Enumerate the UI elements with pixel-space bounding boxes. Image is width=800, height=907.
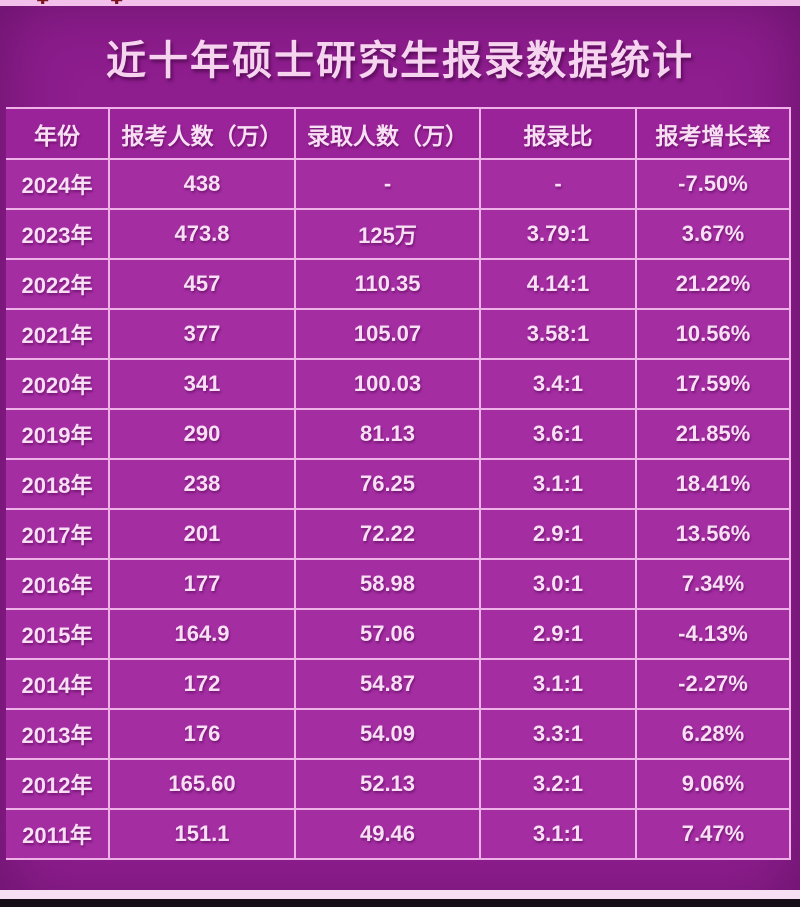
cell-ratio: 3.4:1	[479, 358, 637, 410]
cell-applicants: 238	[108, 458, 296, 510]
cell-year: 2012年	[6, 758, 110, 810]
cell-year: 2019年	[6, 408, 110, 460]
cell-ratio: 3.0:1	[479, 558, 637, 610]
cell-admitted: 54.87	[294, 658, 481, 710]
cell-growth: 13.56%	[635, 508, 791, 560]
table-row-2013: 2013年 176 54.09 3.3:1 6.28%	[6, 708, 791, 760]
cell-growth: 9.06%	[635, 758, 791, 810]
cell-admitted: 76.25	[294, 458, 481, 510]
cell-ratio: 3.1:1	[479, 658, 637, 710]
cell-growth: 21.85%	[635, 408, 791, 460]
cell-year: 2011年	[6, 808, 110, 860]
cell-ratio: 3.2:1	[479, 758, 637, 810]
cell-growth: 21.22%	[635, 258, 791, 310]
cell-applicants: 201	[108, 508, 296, 560]
cell-applicants: 457	[108, 258, 296, 310]
cell-applicants: 176	[108, 708, 296, 760]
cell-year: 2020年	[6, 358, 110, 410]
cell-growth: 6.28%	[635, 708, 791, 760]
bottom-border-strip	[0, 890, 800, 899]
table-row-2019: 2019年 290 81.13 3.6:1 21.85%	[6, 408, 791, 460]
cell-applicants: 172	[108, 658, 296, 710]
cell-ratio: 3.1:1	[479, 808, 637, 860]
table-header-row: 年份 报考人数（万） 录取人数（万） 报录比 报考增长率	[6, 107, 791, 160]
cell-applicants: 473.8	[108, 208, 296, 260]
table-row-2014: 2014年 172 54.87 3.1:1 -2.27%	[6, 658, 791, 710]
cell-year: 2017年	[6, 508, 110, 560]
cell-year: 2023年	[6, 208, 110, 260]
cell-year: 2016年	[6, 558, 110, 610]
cell-ratio: 3.58:1	[479, 308, 637, 360]
cell-admitted: 125万	[294, 208, 481, 260]
cell-growth: -4.13%	[635, 608, 791, 660]
cell-admitted: 58.98	[294, 558, 481, 610]
cell-applicants: 164.9	[108, 608, 296, 660]
cell-applicants: 151.1	[108, 808, 296, 860]
top-border-strip	[0, 0, 800, 6]
table-row-2018: 2018年 238 76.25 3.1:1 18.41%	[6, 458, 791, 510]
table-row-2024: 2024年 438- - -7.50%	[6, 158, 791, 210]
page-title: 近十年硕士研究生报录数据统计	[106, 38, 694, 83]
cell-admitted: 81.13	[294, 408, 481, 460]
stats-table-wrap: 年份 报考人数（万） 录取人数（万） 报录比 报考增长率 2024年 438- - -7.50…	[6, 107, 791, 860]
cell-ratio: 2.9:1	[479, 508, 637, 560]
header-cell-col2: 录取人数（万）	[294, 107, 481, 160]
table-row-2021: 2021年 377 105.07 3.58:1 10.56%	[6, 308, 791, 360]
cell-applicants: 438	[108, 158, 296, 210]
cell-year: 2014年	[6, 658, 110, 710]
cell-growth: -2.27%	[635, 658, 791, 710]
cell-year: 2015年	[6, 608, 110, 660]
table-row-2015: 2015年 164.9 57.06 2.9:1 -4.13%	[6, 608, 791, 660]
cell-applicants: 341	[108, 358, 296, 410]
cell-ratio: 2.9:1	[479, 608, 637, 660]
cell-growth: 7.34%	[635, 558, 791, 610]
table-row-2017: 2017年 201 72.22 2.9:1 13.56%	[6, 508, 791, 560]
cell-growth: 3.67%	[635, 208, 791, 260]
cell-admitted: 100.03	[294, 358, 481, 410]
header-cell-col0: 年份	[6, 107, 110, 160]
cell-admitted: 49.46	[294, 808, 481, 860]
cell-year: 2021年	[6, 308, 110, 360]
cell-applicants: 290	[108, 408, 296, 460]
cell-applicants: 165.60	[108, 758, 296, 810]
cell-year: 2013年	[6, 708, 110, 760]
header-cell-col1: 报考人数（万）	[108, 107, 296, 160]
cell-applicants: 177	[108, 558, 296, 610]
table-row-2011: 2011年 151.1 49.46 3.1:1 7.47%	[6, 808, 791, 860]
header-cell-col3: 报录比	[479, 107, 637, 160]
cell-growth: -7.50%	[635, 158, 791, 210]
cell-year: 2024年	[6, 158, 110, 210]
cell-applicants: 377	[108, 308, 296, 360]
cell-growth: 10.56%	[635, 308, 791, 360]
cell-admitted: 72.22	[294, 508, 481, 560]
bottom-dark-edge	[0, 899, 800, 907]
stats-table: 年份 报考人数（万） 录取人数（万） 报录比 报考增长率 2024年 438- - -7.50…	[6, 107, 791, 860]
cell-admitted: 52.13	[294, 758, 481, 810]
cell-growth: 17.59%	[635, 358, 791, 410]
cell-year: 2018年	[6, 458, 110, 510]
table-row-2023: 2023年 473.8 125万 3.79:1 3.67%	[6, 208, 791, 260]
cell-year: 2022年	[6, 258, 110, 310]
header-cell-col4: 报考增长率	[635, 107, 791, 160]
cell-ratio: 3.6:1	[479, 408, 637, 460]
title-band: 近十年硕士研究生报录数据统计	[0, 6, 800, 107]
cell-growth: 7.47%	[635, 808, 791, 860]
cell-growth: 18.41%	[635, 458, 791, 510]
cell-ratio: 3.79:1	[479, 208, 637, 260]
table-row-2016: 2016年 177 58.98 3.0:1 7.34%	[6, 558, 791, 610]
cell-admitted: 110.35	[294, 258, 481, 310]
cell-admitted: 105.07	[294, 308, 481, 360]
table-row-2022: 2022年 457 110.35 4.14:1 21.22%	[6, 258, 791, 310]
cell-ratio: 3.3:1	[479, 708, 637, 760]
table-row-2020: 2020年 341 100.03 3.4:1 17.59%	[6, 358, 791, 410]
cell-ratio: 4.14:1	[479, 258, 637, 310]
cell-admitted: 54.09	[294, 708, 481, 760]
cell-ratio: -	[479, 158, 637, 210]
table-row-2012: 2012年 165.60 52.13 3.2:1 9.06%	[6, 758, 791, 810]
cell-ratio: 3.1:1	[479, 458, 637, 510]
cell-admitted: -	[294, 158, 481, 210]
cell-admitted: 57.06	[294, 608, 481, 660]
